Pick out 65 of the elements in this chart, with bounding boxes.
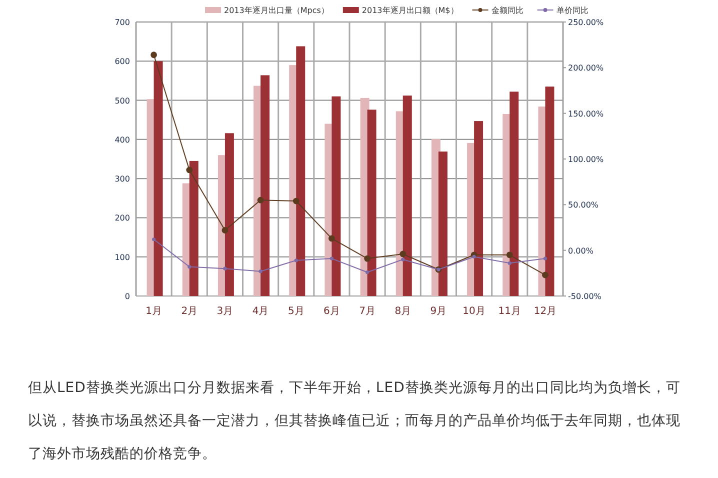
bar (510, 92, 519, 296)
point (506, 252, 513, 258)
legend-label: 单价同比 (556, 6, 588, 15)
y2-tick-label: 50.00% (568, 200, 599, 210)
y-tick-label: 400 (114, 135, 130, 144)
point (400, 250, 406, 258)
bar (296, 46, 306, 296)
y-tick-label: 700 (114, 18, 130, 27)
point (150, 52, 157, 58)
bar (260, 75, 270, 296)
x-tick-label: 9月 (430, 306, 447, 317)
point (508, 261, 512, 265)
bar (474, 121, 484, 296)
point (257, 196, 264, 204)
x-tick-label: 4月 (252, 306, 269, 317)
y-tick-label: 600 (114, 57, 130, 66)
point (186, 166, 193, 174)
y2-tick-label: 100.00% (568, 155, 604, 164)
point (328, 235, 335, 242)
point (401, 258, 405, 262)
y2-tick-label: -50.00% (568, 292, 602, 301)
legend-label: 2013年逐月出口量（Mpcs） (224, 6, 329, 15)
y-tick-label: 100 (114, 252, 130, 262)
y2-tick-label: 0.00% (568, 246, 594, 256)
bar (154, 61, 163, 296)
x-tick-label: 5月 (288, 306, 304, 317)
y-tick-label: 500 (114, 96, 130, 106)
bar (438, 152, 448, 296)
x-tick-label: 3月 (216, 306, 234, 317)
text: 但从LED替换类光源出口分月数据来看，下半年开始，LED替换类光源每月的出口同比均为负增长，可以说，替换市场虽然还具备一定潜力，但其替换峰值已近；而每月的产品单价均低于去年同期，也体现了海外市场残酷的价格竞争。 (28, 380, 680, 462)
point (330, 256, 334, 260)
bar (224, 133, 234, 296)
bar (367, 110, 376, 296)
x-tick-label: 12月 (534, 306, 557, 317)
y-tick-label: 200 (114, 214, 130, 223)
point (294, 258, 298, 262)
bar (189, 160, 198, 296)
bar (545, 86, 554, 296)
point (188, 264, 192, 269)
point (543, 256, 548, 260)
point (365, 270, 370, 274)
point (542, 272, 548, 278)
point (364, 255, 370, 262)
y2-tick-label: 200.00% (568, 64, 604, 73)
point (152, 238, 156, 242)
bar (332, 96, 341, 296)
legend-label: 金额同比 (491, 6, 524, 15)
legend-label: 2013年逐月出口额（M$） (362, 6, 458, 15)
point (222, 227, 228, 234)
x-tick-label: 6月 (324, 306, 340, 317)
x-tick-label: 11月 (498, 306, 521, 317)
x-tick-label: 10月 (462, 306, 486, 317)
y2-tick-label: 250.00% (568, 18, 604, 27)
point (292, 198, 300, 204)
x-tick-label: 7月 (359, 306, 376, 317)
x-tick-label: 8月 (394, 306, 412, 317)
bar (402, 96, 412, 296)
point (258, 270, 262, 274)
point (472, 254, 476, 259)
y-tick-label: 300 (114, 174, 130, 184)
x-tick-label: 2月 (181, 306, 198, 317)
y-tick-label: 0 (124, 292, 130, 301)
point (223, 266, 227, 270)
y2-tick-label: 150.00% (568, 109, 604, 118)
x-tick-label: 1月 (146, 306, 162, 317)
